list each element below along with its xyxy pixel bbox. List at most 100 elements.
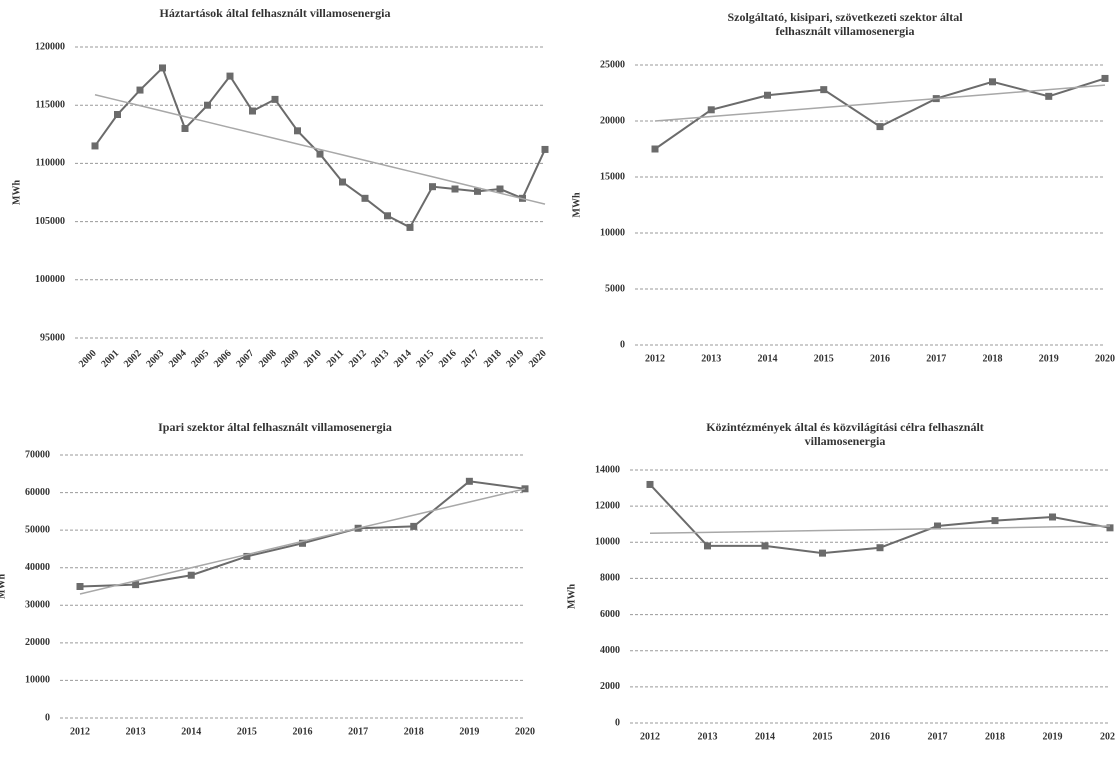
marker — [271, 95, 279, 103]
marker — [299, 539, 306, 547]
marker — [646, 480, 654, 488]
x-tick-label: 2015 — [814, 353, 834, 364]
y-tick-label: 25000 — [600, 59, 625, 70]
marker — [989, 78, 996, 86]
y-tick-label: 20000 — [25, 637, 50, 648]
data-line — [649, 483, 1111, 555]
y-tick-label: 14000 — [595, 464, 620, 475]
x-tick-label: 2020 — [527, 348, 549, 370]
y-tick-label: 120000 — [35, 41, 65, 52]
x-tick-label: 2016 — [870, 731, 890, 742]
marker — [876, 544, 884, 552]
x-tick-label: 2019 — [504, 348, 526, 370]
marker — [429, 183, 436, 191]
marker — [136, 86, 144, 94]
marker — [181, 124, 189, 132]
marker — [316, 150, 324, 158]
x-tick-label: 2010 — [302, 348, 324, 370]
marker — [132, 581, 140, 589]
y-tick-label: 5000 — [605, 283, 625, 294]
marker — [384, 212, 391, 220]
marker — [764, 91, 771, 99]
trend-line — [94, 93, 546, 205]
trend-line — [79, 488, 526, 595]
y-tick-label: 115000 — [36, 99, 65, 110]
marker — [410, 522, 418, 530]
marker — [1101, 74, 1109, 82]
y-tick-label: 15000 — [600, 171, 625, 182]
marker — [294, 127, 301, 135]
marker — [243, 552, 251, 560]
marker — [704, 542, 711, 550]
x-tick-label: 2005 — [189, 348, 211, 370]
data-line — [79, 480, 526, 588]
x-tick-label: 2017 — [459, 348, 481, 370]
x-tick-label: 2020 — [1100, 731, 1115, 742]
y-tick-label: 40000 — [25, 562, 50, 573]
x-tick-label: 2013 — [369, 348, 391, 370]
marker — [114, 111, 121, 119]
data-line — [654, 77, 1106, 150]
x-tick-label: 2013 — [701, 353, 721, 364]
x-tick-label: 2009 — [279, 348, 301, 370]
x-tick-label: 2012 — [70, 726, 90, 737]
chart-title: Ipari szektor által felhasznált villamos… — [158, 420, 392, 434]
y-tick-label: 2000 — [600, 681, 620, 692]
y-tick-label: 30000 — [25, 600, 50, 611]
x-tick-label: 2016 — [870, 353, 890, 364]
marker — [187, 571, 195, 579]
x-tick-label: 2015 — [813, 731, 833, 742]
x-tick-label: 2004 — [167, 348, 189, 370]
x-tick-label: 2012 — [347, 348, 369, 370]
x-tick-label: 2014 — [181, 726, 201, 737]
x-tick-label: 2017 — [928, 731, 948, 742]
y-tick-label: 10000 — [600, 227, 625, 238]
y-tick-label: 50000 — [25, 524, 50, 535]
marker — [819, 549, 826, 557]
x-tick-label: 2017 — [348, 726, 368, 737]
x-tick-label: 2006 — [212, 348, 234, 370]
y-tick-label: 70000 — [25, 449, 50, 460]
y-axis-label: MWh — [0, 574, 7, 599]
y-tick-label: 110000 — [36, 158, 65, 169]
x-tick-label: 2012 — [640, 731, 660, 742]
y-tick-label: 95000 — [40, 332, 65, 343]
marker — [1049, 513, 1056, 521]
marker — [820, 86, 828, 94]
marker — [361, 194, 369, 202]
y-tick-label: 10000 — [25, 675, 50, 686]
x-tick-label: 2011 — [325, 348, 347, 370]
y-axis-label: MWh — [566, 584, 577, 609]
marker — [474, 187, 481, 195]
x-tick-label: 2018 — [983, 353, 1003, 364]
marker — [541, 145, 549, 153]
x-tick-label: 2018 — [404, 726, 424, 737]
marker — [761, 542, 769, 550]
marker — [991, 517, 999, 525]
marker — [406, 223, 414, 231]
x-tick-label: 2002 — [122, 348, 144, 370]
data-line — [94, 66, 546, 229]
y-tick-label: 8000 — [600, 573, 620, 584]
x-tick-label: 2019 — [459, 726, 479, 737]
y-tick-label: 100000 — [35, 274, 65, 285]
x-tick-label: 2013 — [698, 731, 718, 742]
marker — [76, 583, 84, 590]
x-tick-label: 2013 — [126, 726, 146, 737]
y-tick-label: 0 — [45, 712, 50, 723]
marker — [339, 178, 346, 186]
y-tick-label: 20000 — [600, 115, 625, 126]
marker — [1045, 92, 1053, 100]
y-tick-label: 0 — [620, 339, 625, 350]
marker — [876, 123, 884, 131]
x-tick-label: 2000 — [77, 348, 99, 370]
trend-line — [649, 525, 1111, 534]
x-tick-label: 2018 — [482, 348, 504, 370]
marker — [226, 72, 234, 80]
x-tick-label: 2017 — [926, 353, 946, 364]
x-tick-label: 2007 — [234, 348, 256, 370]
x-tick-label: 2008 — [257, 348, 279, 370]
x-tick-label: 2020 — [515, 726, 535, 737]
marker — [451, 185, 459, 193]
x-tick-label: 2018 — [985, 731, 1005, 742]
